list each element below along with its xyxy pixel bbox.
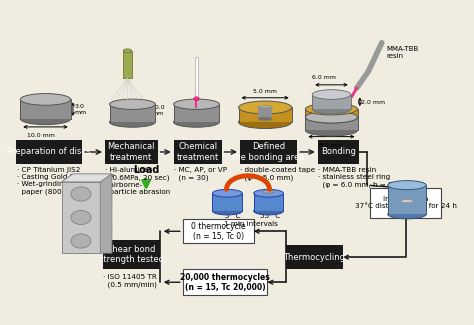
Text: 2.0 mm: 2.0 mm	[361, 100, 385, 105]
Text: · MMA-TBB resin
· stainless steel ring
  (φ = 6.0 mm, h = 2.0 mm): · MMA-TBB resin · stainless steel ring (…	[318, 167, 419, 188]
Text: 1 min intervals: 1 min intervals	[225, 221, 278, 227]
Circle shape	[71, 234, 91, 248]
Bar	[173, 104, 219, 122]
Text: Shear bond
strength tested: Shear bond strength tested	[99, 245, 164, 265]
Ellipse shape	[254, 189, 283, 197]
FancyBboxPatch shape	[370, 188, 441, 217]
Text: 20,000 thermocycles
(n = 15, Tc 20,000): 20,000 thermocycles (n = 15, Tc 20,000)	[180, 273, 270, 292]
Bar	[109, 104, 155, 122]
Bar	[254, 193, 283, 211]
Text: 3.0
mm: 3.0 mm	[74, 104, 87, 114]
Bar	[195, 57, 198, 99]
Ellipse shape	[312, 90, 351, 99]
Ellipse shape	[254, 207, 283, 215]
Ellipse shape	[212, 189, 242, 197]
Text: 6.0 mm: 6.0 mm	[312, 75, 336, 80]
Bar	[123, 51, 131, 78]
FancyBboxPatch shape	[240, 140, 297, 164]
Ellipse shape	[263, 190, 274, 193]
Text: 5.0 mm: 5.0 mm	[253, 89, 277, 94]
Text: Load: Load	[133, 165, 159, 176]
Ellipse shape	[258, 117, 273, 121]
Bar	[20, 99, 71, 119]
FancyBboxPatch shape	[173, 140, 222, 164]
Text: 10.0
mm: 10.0 mm	[152, 105, 165, 116]
Text: Chemical
treatment: Chemical treatment	[176, 142, 219, 162]
Ellipse shape	[212, 207, 242, 215]
FancyBboxPatch shape	[183, 269, 267, 295]
Ellipse shape	[388, 181, 426, 190]
Ellipse shape	[109, 99, 155, 110]
FancyBboxPatch shape	[16, 140, 82, 164]
Text: Thermocycling: Thermocycling	[283, 253, 345, 262]
Ellipse shape	[20, 113, 71, 125]
Text: · MC, AP, or VP
  (n = 30): · MC, AP, or VP (n = 30)	[173, 167, 227, 181]
Text: 10.0 mm: 10.0 mm	[27, 133, 55, 138]
Circle shape	[71, 210, 91, 225]
Text: · Hi-aluminas
  (0.6MPa, 20 sec)
· airborne-
  particle abrasion: · Hi-aluminas (0.6MPa, 20 sec) · airborn…	[105, 167, 170, 195]
Text: MMA-TBB
resin: MMA-TBB resin	[386, 46, 419, 59]
Ellipse shape	[20, 94, 71, 105]
Ellipse shape	[388, 210, 426, 219]
Ellipse shape	[173, 117, 219, 127]
Ellipse shape	[305, 103, 357, 115]
Ellipse shape	[401, 200, 413, 203]
Circle shape	[194, 97, 199, 101]
Bar	[238, 108, 292, 122]
Ellipse shape	[109, 117, 155, 127]
Text: · double-coated tape
  (φ = 5.0 mm): · double-coated tape (φ = 5.0 mm)	[240, 167, 315, 181]
Polygon shape	[100, 174, 112, 253]
Bar	[305, 117, 357, 130]
Text: 5 °C: 5 °C	[225, 213, 241, 219]
Bar	[258, 108, 273, 119]
Text: Defined
the bonding area: Defined the bonding area	[232, 142, 305, 162]
Bar	[312, 95, 351, 109]
Bar	[388, 185, 426, 214]
Ellipse shape	[173, 99, 219, 110]
Ellipse shape	[258, 106, 273, 110]
FancyBboxPatch shape	[318, 140, 359, 164]
Text: Mechanical
treatment: Mechanical treatment	[108, 142, 155, 162]
Text: Bonding: Bonding	[321, 148, 356, 156]
Text: 55 °C: 55 °C	[260, 213, 280, 219]
Ellipse shape	[305, 124, 357, 136]
Ellipse shape	[123, 49, 131, 53]
Text: Preparation of discs: Preparation of discs	[7, 148, 91, 156]
FancyBboxPatch shape	[183, 219, 254, 243]
Ellipse shape	[305, 111, 357, 123]
Ellipse shape	[312, 104, 351, 114]
Polygon shape	[62, 174, 112, 182]
Text: · ISO 11405 TR
  (0.5 mm/min): · ISO 11405 TR (0.5 mm/min)	[103, 274, 156, 288]
Text: 0 thermocycle
(n = 15, Tc 0): 0 thermocycle (n = 15, Tc 0)	[191, 222, 246, 241]
Bar	[62, 182, 100, 253]
FancyBboxPatch shape	[286, 245, 343, 269]
Bar	[212, 193, 242, 211]
Ellipse shape	[238, 116, 292, 128]
FancyBboxPatch shape	[103, 240, 160, 269]
Bar	[305, 109, 357, 117]
Circle shape	[71, 187, 91, 201]
Ellipse shape	[238, 101, 292, 114]
Text: Immersed in
37°C distilled water for 24 h: Immersed in 37°C distilled water for 24 …	[355, 196, 457, 209]
Text: · CP Titanium JIS2
· Casting Gold M.C. Type IV
· Wet-grinding with a SiC
  paper: · CP Titanium JIS2 · Casting Gold M.C. T…	[17, 167, 113, 195]
Ellipse shape	[305, 111, 357, 123]
Text: 8.0 mm: 8.0 mm	[319, 143, 344, 148]
FancyBboxPatch shape	[105, 140, 157, 164]
